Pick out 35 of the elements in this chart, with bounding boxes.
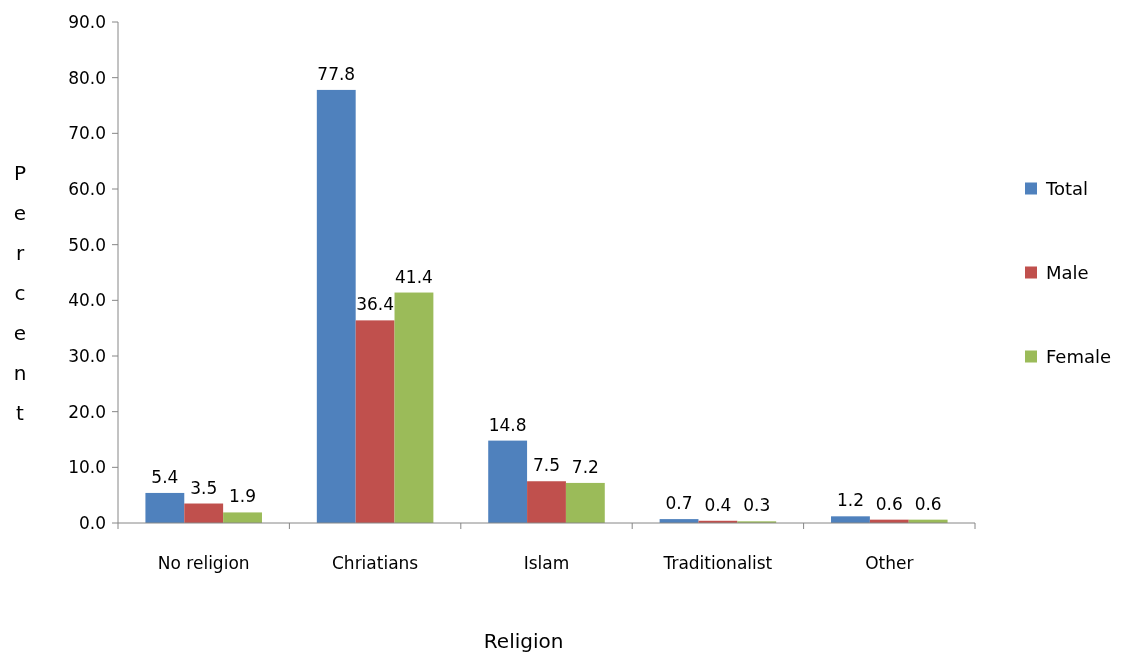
data-label: 0.3 <box>743 495 771 516</box>
data-label: 0.4 <box>704 494 732 515</box>
x-tick-label: Traditionalist <box>662 553 773 573</box>
y-tick-label: 0.0 <box>78 512 106 533</box>
y-tick-label: 70.0 <box>68 123 106 144</box>
data-label: 36.4 <box>356 294 395 315</box>
data-label: 77.8 <box>317 63 356 84</box>
x-axis-title: Religion <box>483 629 564 653</box>
data-label: 1.9 <box>229 486 257 507</box>
data-label: 0.6 <box>914 493 942 514</box>
legend-label: Female <box>1046 345 1112 367</box>
data-label: 7.5 <box>532 455 561 476</box>
x-tick-label: Islam <box>523 553 570 573</box>
y-tick-label: 10.0 <box>68 457 106 478</box>
y-axis-title: Percent <box>13 161 27 425</box>
data-label: 7.2 <box>571 456 599 477</box>
data-label: 0.7 <box>665 493 693 514</box>
data-label: 41.4 <box>395 266 433 287</box>
y-tick-label: 30.0 <box>68 345 106 366</box>
x-tick-label: No religion <box>157 553 250 573</box>
data-label: 3.5 <box>190 477 218 498</box>
legend-label: Male <box>1046 261 1089 283</box>
y-tick-label: 20.0 <box>68 401 106 422</box>
y-tick-label: 90.0 <box>68 11 106 32</box>
y-tick-label: 40.0 <box>68 290 106 311</box>
data-label: 14.8 <box>488 414 527 435</box>
data-label: 5.4 <box>151 466 179 487</box>
y-tick-label: 50.0 <box>68 234 106 255</box>
x-tick-label: Chriatians <box>331 553 419 573</box>
y-tick-label: 80.0 <box>68 67 106 88</box>
legend-label: Total <box>1045 177 1089 199</box>
y-tick-label: 60.0 <box>68 178 106 199</box>
x-tick-label: Other <box>865 553 914 573</box>
data-label: 0.6 <box>875 493 903 514</box>
data-label: 1.2 <box>836 490 864 511</box>
